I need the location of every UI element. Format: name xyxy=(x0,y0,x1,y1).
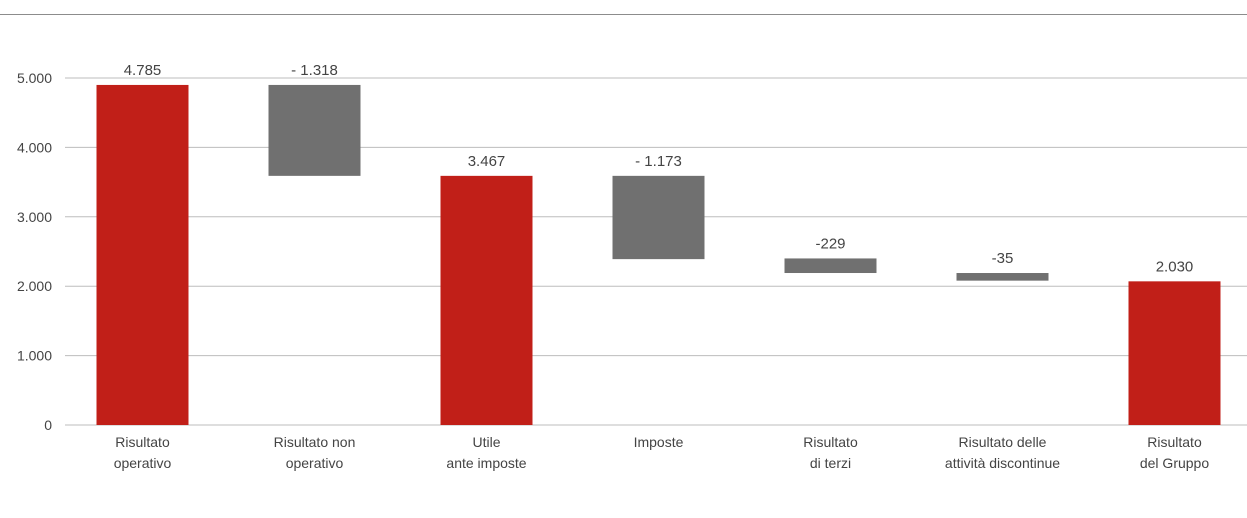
x-tick-label: del Gruppo xyxy=(1140,455,1209,471)
x-tick-label: attività discontinue xyxy=(945,455,1060,471)
x-tick-label: Risultato xyxy=(803,434,858,450)
delta-bar xyxy=(784,258,877,274)
data-label: - 1.318 xyxy=(291,62,338,79)
y-tick-label: 1.000 xyxy=(17,348,52,364)
y-tick-label: 3.000 xyxy=(17,209,52,225)
data-label: 3.467 xyxy=(468,153,506,170)
x-tick-label: Risultato xyxy=(1147,434,1202,450)
total-bar xyxy=(440,175,533,425)
data-label: - 1.173 xyxy=(635,153,682,170)
data-label: 4.785 xyxy=(124,62,162,79)
x-tick-label: Imposte xyxy=(634,434,684,450)
x-tick-label: Risultato xyxy=(115,434,170,450)
x-tick-label: Risultato delle xyxy=(959,434,1047,450)
x-tick-label: ante imposte xyxy=(446,455,526,471)
x-tick-label: Utile xyxy=(472,434,500,450)
x-tick-label: Risultato non xyxy=(274,434,356,450)
y-tick-label: 4.000 xyxy=(17,139,52,155)
y-tick-label: 5.000 xyxy=(17,70,52,86)
x-tick-label: operativo xyxy=(286,455,344,471)
x-tick-label: di terzi xyxy=(810,455,851,471)
data-label: -229 xyxy=(815,235,845,252)
delta-bar xyxy=(956,273,1049,281)
total-bar xyxy=(1128,281,1221,425)
y-tick-label: 2.000 xyxy=(17,278,52,294)
data-label: 2.030 xyxy=(1156,258,1194,275)
delta-bar xyxy=(612,175,705,260)
x-tick-label: operativo xyxy=(114,455,172,471)
data-label: -35 xyxy=(992,250,1014,267)
total-bar xyxy=(96,84,189,425)
delta-bar xyxy=(268,84,361,176)
top-rule xyxy=(0,14,1247,15)
y-tick-label: 0 xyxy=(44,417,52,433)
